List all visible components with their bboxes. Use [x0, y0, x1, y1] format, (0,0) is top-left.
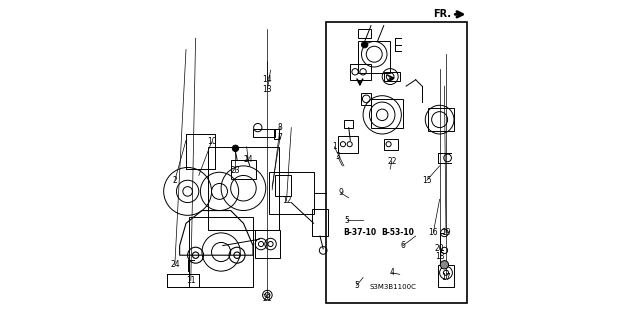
Bar — [274, 129, 278, 139]
Bar — [230, 160, 256, 179]
Text: 7: 7 — [278, 133, 283, 142]
Bar — [384, 72, 400, 81]
Text: B-53-10: B-53-10 — [381, 228, 415, 237]
Text: 11: 11 — [186, 276, 196, 285]
Bar — [344, 120, 353, 128]
Bar — [209, 147, 278, 230]
Bar — [312, 209, 328, 236]
Text: 4: 4 — [389, 268, 394, 277]
Text: 23: 23 — [230, 166, 240, 175]
Text: 14: 14 — [262, 75, 272, 84]
Text: 24: 24 — [170, 260, 180, 269]
Circle shape — [232, 145, 239, 152]
Text: 21: 21 — [262, 294, 272, 303]
Bar — [358, 29, 371, 38]
Text: 2: 2 — [173, 176, 177, 185]
Text: 8: 8 — [278, 123, 282, 132]
Text: 5: 5 — [345, 216, 349, 225]
Bar — [384, 139, 398, 150]
Text: 19: 19 — [441, 228, 451, 237]
Bar — [358, 41, 390, 73]
Bar — [337, 136, 358, 153]
Text: 24: 24 — [243, 155, 253, 164]
Bar — [362, 93, 371, 105]
Text: 6: 6 — [401, 241, 405, 250]
Bar — [189, 217, 253, 287]
Text: 9: 9 — [339, 189, 343, 197]
Bar — [371, 99, 403, 128]
Bar — [253, 129, 275, 137]
Text: 16: 16 — [428, 228, 438, 237]
Bar — [269, 172, 314, 214]
Text: 22: 22 — [387, 157, 397, 166]
Text: 10: 10 — [207, 137, 216, 146]
Circle shape — [362, 41, 368, 48]
Text: 15: 15 — [422, 176, 431, 185]
Text: 20: 20 — [435, 244, 444, 253]
Text: S3M3B1100C: S3M3B1100C — [370, 284, 417, 290]
Bar — [438, 265, 454, 287]
Bar — [428, 108, 454, 131]
Text: 3: 3 — [335, 152, 340, 161]
Bar — [275, 175, 291, 196]
Bar — [350, 64, 371, 80]
Text: 18: 18 — [435, 252, 444, 261]
Text: 1: 1 — [332, 142, 337, 151]
Circle shape — [440, 261, 449, 269]
Text: 12: 12 — [282, 197, 291, 205]
Text: B-37-10: B-37-10 — [343, 228, 376, 237]
Bar — [255, 230, 280, 258]
Bar — [326, 22, 467, 303]
Text: 13: 13 — [262, 85, 272, 94]
Text: 5: 5 — [355, 281, 359, 290]
Text: 17: 17 — [441, 273, 451, 282]
Text: FR.: FR. — [433, 9, 451, 19]
